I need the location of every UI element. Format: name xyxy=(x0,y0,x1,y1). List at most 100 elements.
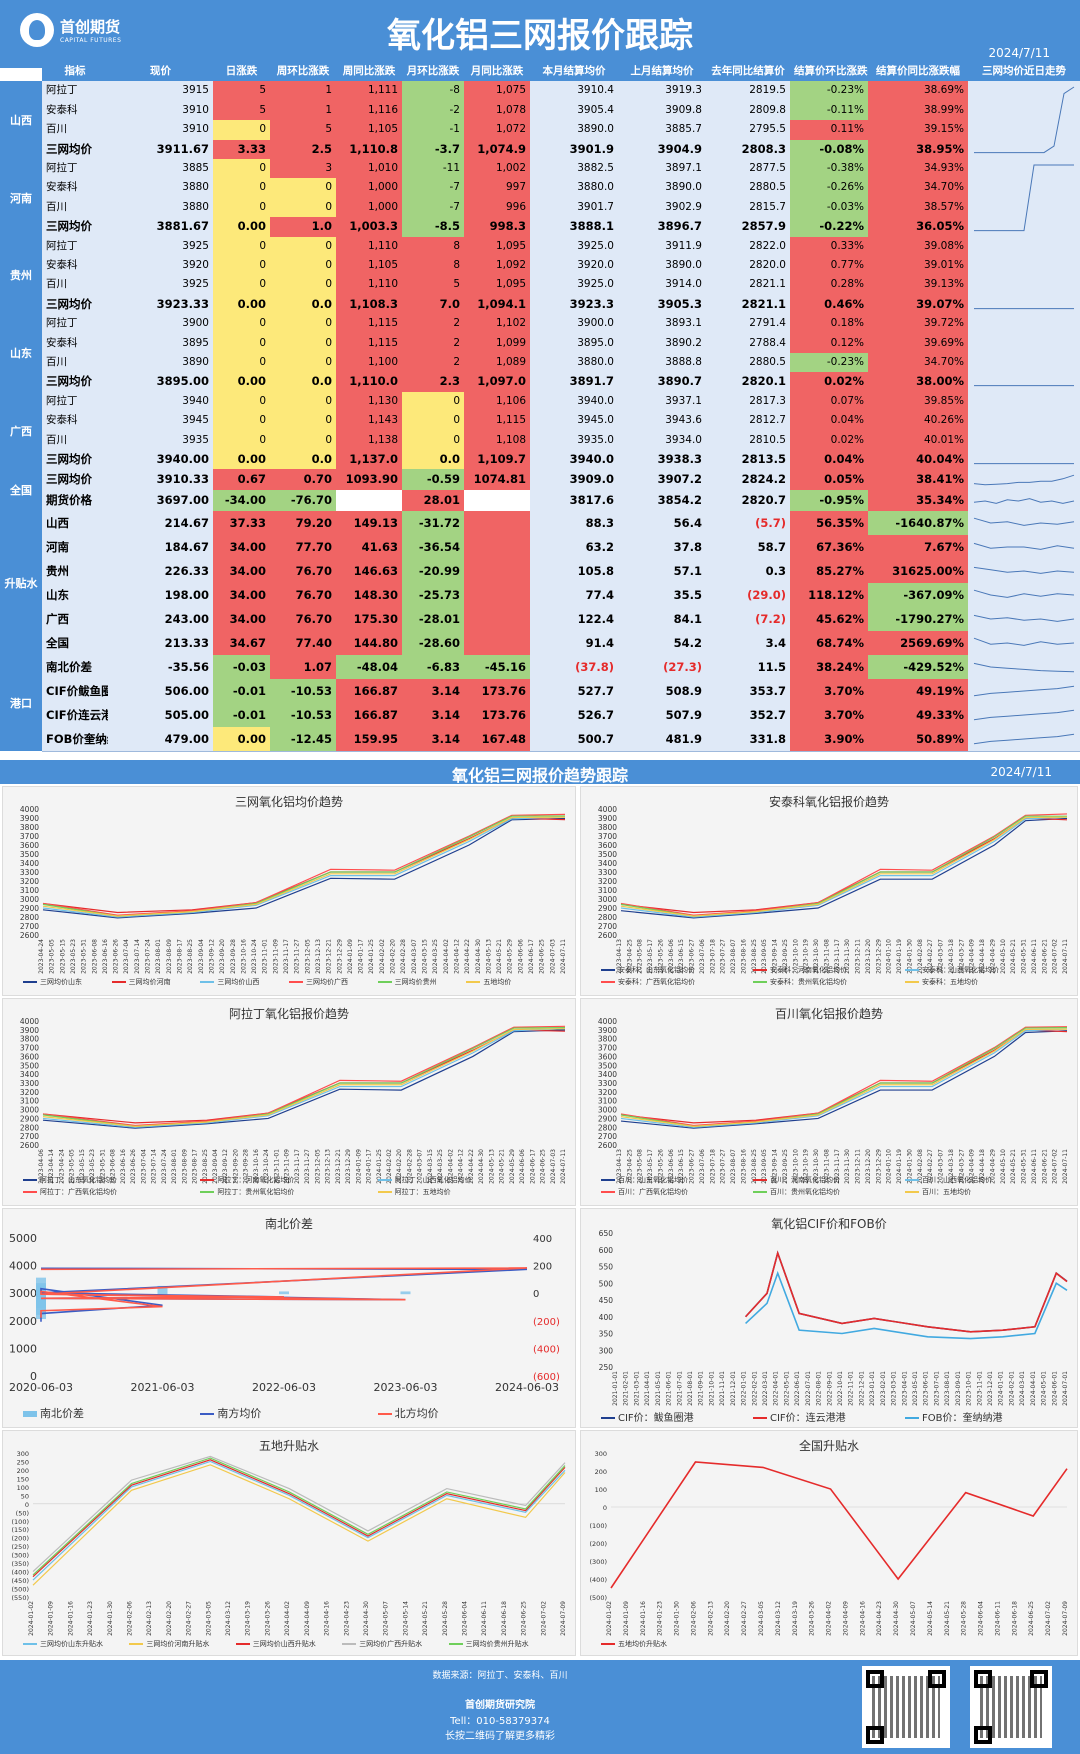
table-cell: 34.00 xyxy=(213,559,270,584)
y-tick-label: (200) xyxy=(12,1535,29,1543)
x-tick-label: 2022-06-03 xyxy=(252,1381,316,1394)
table-cell: 45.62% xyxy=(790,607,868,632)
x-tick-label: 2023-09-05 xyxy=(761,1149,768,1184)
table-cell: 3890 xyxy=(108,353,213,373)
column-header: 结算价环比涨跌幅 xyxy=(790,62,868,82)
y-tick-label: 3200 xyxy=(20,1088,39,1097)
table-cell: 3937.1 xyxy=(618,391,706,412)
series-line xyxy=(32,1459,566,1578)
row-label: 阿拉丁 xyxy=(42,81,108,101)
table-cell: 5 xyxy=(213,100,270,121)
x-tick-label: 2023-06-03 xyxy=(374,1381,438,1394)
table-cell: 3880 xyxy=(108,178,213,198)
x-tick-label: 2023-11-08 xyxy=(823,939,830,974)
table-cell: 118.12% xyxy=(790,583,868,608)
x-tick-label: 2024-05-07 xyxy=(383,1601,390,1636)
x-tick-label: 2023-10-10 xyxy=(792,1149,799,1184)
chart-panel-national-basis: 全国升贴水 300 200 100 0 (100) (200) (300) (400) (500)… xyxy=(580,1430,1078,1656)
y-tick-label: 3900 xyxy=(598,1026,617,1035)
legend-label: 百川：山西氧化铝均价 xyxy=(922,1176,992,1184)
sparkline-cell xyxy=(968,655,1080,680)
row-label: 百川 xyxy=(42,275,108,295)
region-label: 升贴水 xyxy=(0,511,42,656)
table-cell: 3940.00 xyxy=(108,450,213,470)
x-tick-label: 2021-10-01 xyxy=(708,1371,715,1406)
table-cell: -11 xyxy=(402,159,464,179)
x-tick-label: 2023-09-25 xyxy=(782,939,789,974)
table-cell: 1093.90 xyxy=(336,469,402,491)
table-cell: 0.28% xyxy=(790,275,868,295)
row-label: CIF价鲅鱼圈港 xyxy=(42,679,108,704)
table-cell: 214.67 xyxy=(108,511,213,536)
table-cell: 0.67 xyxy=(213,469,270,491)
x-tick-label: 2023-06-16 xyxy=(120,1149,127,1184)
x-tick-label: 2021-04-01 xyxy=(644,1371,651,1406)
x-tick-label: 2024-06-11 xyxy=(994,1601,1001,1636)
table-cell: 3 xyxy=(270,159,336,179)
legend-swatch xyxy=(601,981,615,983)
x-tick-label: 2023-06-16 xyxy=(102,939,109,974)
x-tick-label: 2024-03-01 xyxy=(1019,1371,1026,1406)
table-cell: 1,109.7 xyxy=(464,450,530,470)
table-cell: 0 xyxy=(213,333,270,353)
legend-swatch xyxy=(905,1417,919,1419)
y-tick-label: (150) xyxy=(12,1526,29,1534)
table-cell: 0.46% xyxy=(790,294,868,315)
x-tick-label: 2021-12-01 xyxy=(730,1371,737,1406)
y-tick-label: 3700 xyxy=(20,832,39,841)
table-row: 安泰科 3880 0 0 1,000 -7 997 3880.0 3890.0 2880.5 -0.… xyxy=(0,178,1080,198)
table-cell xyxy=(464,631,530,656)
x-tick-label: 2022-03-01 xyxy=(762,1371,769,1406)
x-tick-label: 2021-01-01 xyxy=(612,1371,619,1406)
x-tick-label: 2024-07-11 xyxy=(1062,939,1069,974)
y-tick-label: 300 xyxy=(17,1450,29,1458)
table-cell xyxy=(464,535,530,560)
x-tick-label: 2024-07-11 xyxy=(560,1149,567,1184)
trend-section-date: 2024/7/11 xyxy=(990,765,1052,779)
x-tick-label: 2024-01-30 xyxy=(906,1149,913,1184)
row-label: 安泰科 xyxy=(42,100,108,121)
table-cell: 3910.33 xyxy=(108,469,213,491)
column-header: 现价 xyxy=(108,62,213,82)
table-cell: -20.99 xyxy=(402,559,464,584)
legend-label: 三网均价山东升贴水 xyxy=(40,1640,103,1648)
chart-title: 全国升贴水 xyxy=(798,1439,859,1453)
legend-item: 百川：广西氧化铝均价 xyxy=(601,1187,688,1197)
legend-swatch xyxy=(200,981,215,983)
legend-label: 阿拉丁：广西氧化铝均价 xyxy=(40,1188,117,1196)
table-cell: 2824.2 xyxy=(706,469,790,491)
series-line xyxy=(32,1464,566,1586)
table-row: 山东 198.00 34.00 76.70 148.30 -25.73 77.4 35.5 (2… xyxy=(0,583,1080,608)
qr-code-icon[interactable] xyxy=(970,1666,1052,1748)
table-cell: 1,102 xyxy=(464,314,530,334)
table-cell: 36.05% xyxy=(868,217,968,237)
table-cell: 3895.00 xyxy=(108,372,213,392)
x-tick-label: 2024-02-27 xyxy=(927,939,934,974)
legend-item: 三网均价贵州 xyxy=(377,977,437,987)
table-cell: -1640.87% xyxy=(868,511,968,536)
x-tick-label: 2023-09-28 xyxy=(230,939,237,974)
table-cell: 37.8 xyxy=(618,535,706,560)
series-line xyxy=(42,1027,566,1128)
legend-item: CIF价：鲅鱼圈港 xyxy=(601,1409,694,1424)
x-tick-label: 2024-01-10 xyxy=(886,939,893,974)
y-tick-label: 2900 xyxy=(20,1114,39,1123)
legend-label: 百川：山东氧化铝均价 xyxy=(618,1176,688,1184)
y-tick-label: (400) xyxy=(590,1576,607,1584)
qr-code-icon[interactable] xyxy=(862,1666,950,1748)
table-cell xyxy=(464,511,530,536)
table-cell: 2.3 xyxy=(402,372,464,392)
trend-sparkline xyxy=(973,590,1075,599)
legend-item: CIF价：连云港港 xyxy=(753,1409,846,1424)
table-cell: 2 xyxy=(402,333,464,353)
y-tick-label: 5000 xyxy=(9,1232,37,1245)
table-cell: 34.67 xyxy=(213,631,270,656)
table-cell: 0 xyxy=(402,391,464,412)
legend-item: 安泰科：贵州氧化铝均价 xyxy=(753,977,847,987)
x-tick-label: 2024-01-09 xyxy=(623,1601,630,1636)
x-tick-label: 2024-02-01 xyxy=(1008,1371,1015,1406)
table-cell: 3882.5 xyxy=(530,159,618,179)
table-cell: 35.34% xyxy=(868,490,968,512)
x-tick-label: 2021-02-01 xyxy=(623,1371,630,1406)
x-tick-label: 2023-12-21 xyxy=(335,1149,342,1184)
